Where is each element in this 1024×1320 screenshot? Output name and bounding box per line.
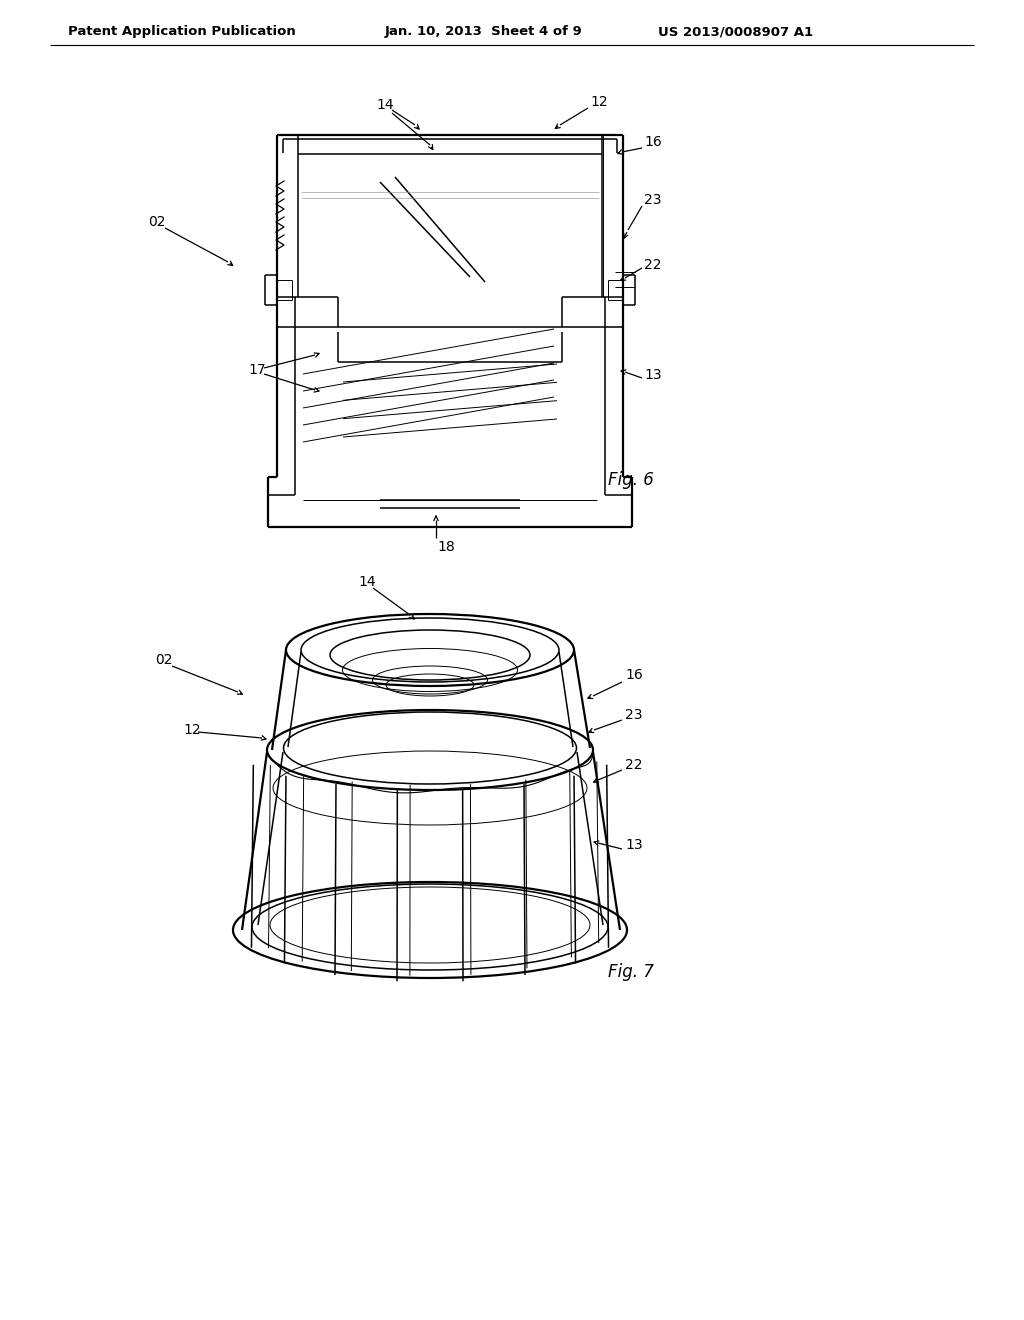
Text: 22: 22 — [644, 257, 662, 272]
Text: US 2013/0008907 A1: US 2013/0008907 A1 — [658, 25, 813, 38]
Text: 13: 13 — [644, 368, 662, 381]
Text: 22: 22 — [625, 758, 642, 772]
Text: Fig. 7: Fig. 7 — [608, 964, 654, 981]
Text: Patent Application Publication: Patent Application Publication — [68, 25, 296, 38]
Text: 23: 23 — [644, 193, 662, 207]
Text: 02: 02 — [155, 653, 172, 667]
Text: 12: 12 — [183, 723, 201, 737]
Text: 02: 02 — [148, 215, 166, 228]
Text: 23: 23 — [625, 708, 642, 722]
Text: 14: 14 — [358, 576, 376, 589]
Text: 16: 16 — [625, 668, 643, 682]
Text: 14: 14 — [376, 98, 393, 112]
Text: 12: 12 — [590, 95, 607, 110]
Text: 18: 18 — [437, 540, 455, 554]
Text: 13: 13 — [625, 838, 643, 851]
Text: 16: 16 — [644, 135, 662, 149]
Text: Jan. 10, 2013  Sheet 4 of 9: Jan. 10, 2013 Sheet 4 of 9 — [385, 25, 583, 38]
Text: 17: 17 — [248, 363, 265, 378]
Text: Fig. 6: Fig. 6 — [608, 471, 654, 488]
